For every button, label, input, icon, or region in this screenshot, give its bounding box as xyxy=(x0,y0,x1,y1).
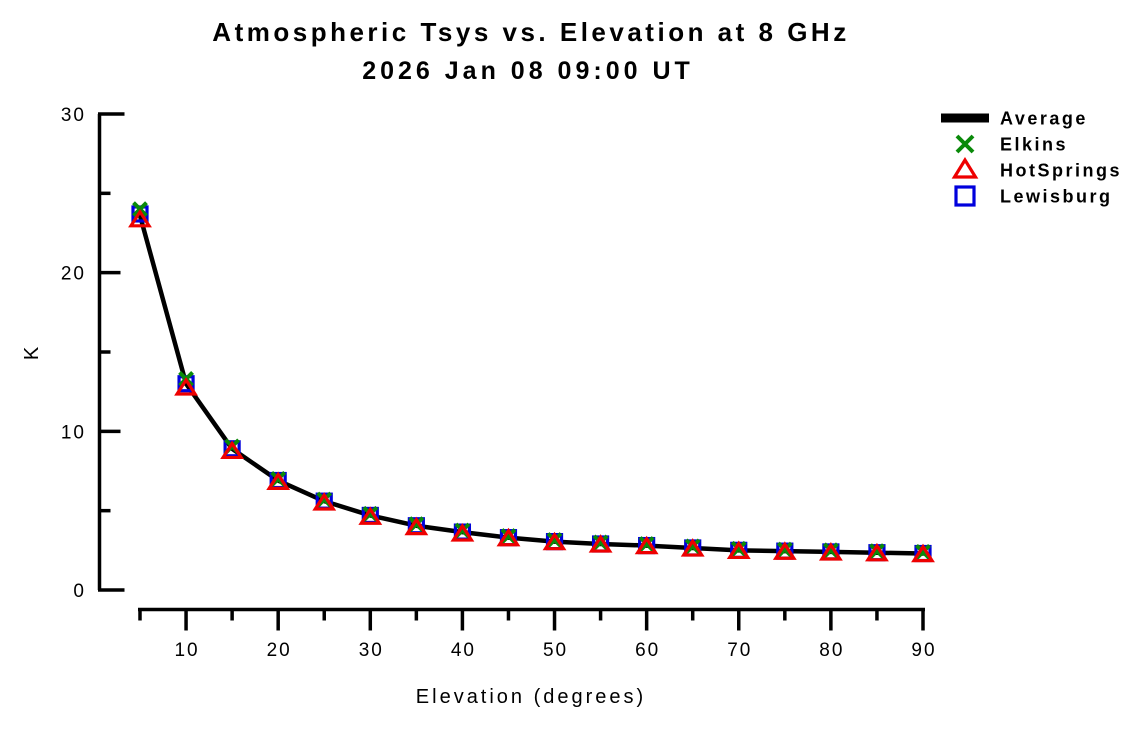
legend-marker-hotsprings xyxy=(951,156,979,179)
series-line-average xyxy=(137,213,926,556)
data-point-hotsprings xyxy=(220,440,245,460)
data-point-hotsprings xyxy=(865,542,889,562)
x-tick-label: 50 xyxy=(543,640,568,661)
legend-marker-elkins xyxy=(955,134,975,154)
legend: Average Elkins HotSprings Lewisburg xyxy=(941,109,1122,207)
chart-subtitle: 2026 Jan 08 09:00 UT xyxy=(362,57,694,85)
data-point-hotsprings xyxy=(542,531,567,551)
x-tick-label: 30 xyxy=(359,640,384,661)
data-point-hotsprings xyxy=(818,542,843,561)
legend-label-lewisburg: Lewisburg xyxy=(1000,187,1113,207)
data-point-hotsprings xyxy=(358,506,383,525)
data-point-hotsprings xyxy=(588,534,613,553)
legend-marker-lewisburg xyxy=(954,185,976,207)
y-axis-label: K xyxy=(21,344,43,360)
data-point-hotsprings xyxy=(266,471,291,490)
data-point-hotsprings xyxy=(128,208,152,228)
legend-label-elkins: Elkins xyxy=(1000,135,1068,155)
y-tick-label: 30 xyxy=(61,105,86,126)
x-tick-label: 40 xyxy=(451,640,476,661)
y-tick-label: 20 xyxy=(61,264,86,285)
data-point-hotsprings xyxy=(911,543,935,563)
data-point-hotsprings xyxy=(772,541,797,560)
data-point-hotsprings xyxy=(404,516,429,536)
data-series xyxy=(128,201,935,563)
data-point-hotsprings xyxy=(174,377,198,396)
axes: 0 10 20 30 10 20 30 40 50 60 70 80 90 xyxy=(61,105,936,661)
x-tick-label: 70 xyxy=(727,640,752,661)
data-point-hotsprings xyxy=(496,527,521,547)
chart-title: Atmospheric Tsys vs. Elevation at 8 GHz xyxy=(212,17,849,47)
x-tick-label: 20 xyxy=(267,640,292,661)
legend-label-hotsprings: HotSprings xyxy=(1000,161,1122,181)
x-tick-label: 10 xyxy=(174,640,199,661)
y-tick-label: 0 xyxy=(73,581,86,602)
data-point-hotsprings xyxy=(680,538,705,557)
data-point-hotsprings xyxy=(450,523,475,542)
x-tick-label: 60 xyxy=(635,640,660,661)
x-tick-label: 80 xyxy=(819,640,844,661)
data-point-hotsprings xyxy=(726,540,751,560)
data-point-hotsprings xyxy=(634,535,659,555)
data-point-hotsprings xyxy=(312,492,337,511)
x-tick-label: 90 xyxy=(911,640,936,661)
y-tick-label: 10 xyxy=(61,422,86,443)
x-axis-label: Elevation (degrees) xyxy=(416,686,646,708)
legend-label-average: Average xyxy=(1000,109,1088,129)
